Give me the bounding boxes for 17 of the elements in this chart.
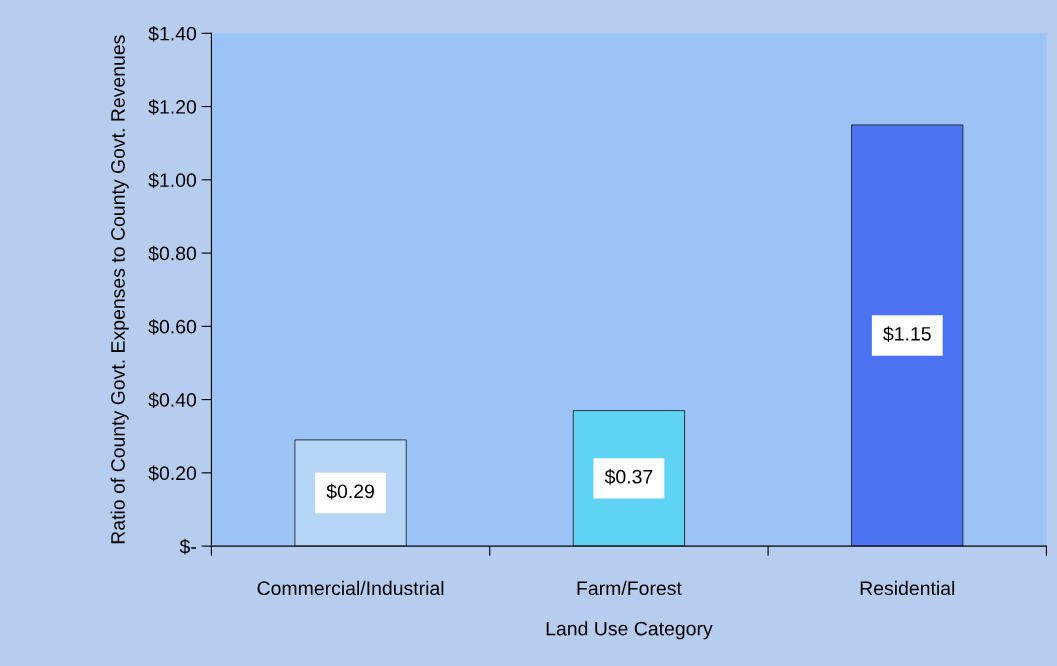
bar xyxy=(851,124,964,547)
data-label: $0.29 xyxy=(326,483,374,500)
y-tick-label: $- xyxy=(179,538,196,555)
y-axis-title: Ratio of County Govt. Expenses to County Govt. Revenues xyxy=(110,35,129,544)
y-tick-label: $0.80 xyxy=(148,245,197,262)
y-tick-label: $0.20 xyxy=(148,465,197,482)
data-label: $0.37 xyxy=(604,468,653,485)
x-tick-label: Residential xyxy=(860,580,955,596)
y-tick-label: $1.40 xyxy=(148,25,197,42)
x-axis-title: Land Use Category xyxy=(546,621,713,640)
x-tick-label: Commercial/Industrial xyxy=(257,580,444,596)
data-label: $1.15 xyxy=(883,326,931,342)
y-tick-label: $0.40 xyxy=(148,392,197,408)
y-tick-label: $1.00 xyxy=(148,172,197,189)
x-tick-label: Farm/Forest xyxy=(577,580,682,596)
y-tick-label: $0.60 xyxy=(148,318,197,335)
y-tick-label: $1.20 xyxy=(148,99,197,115)
